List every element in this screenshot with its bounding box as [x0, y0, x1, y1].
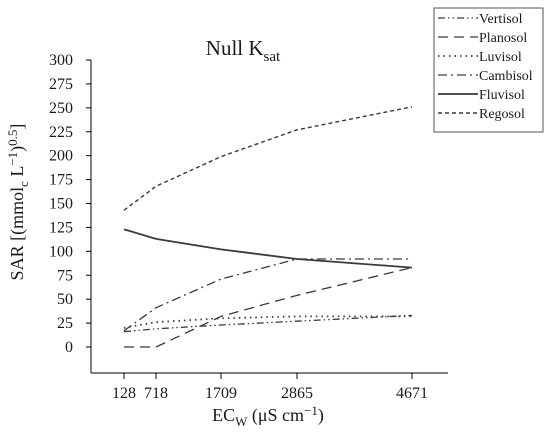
series-line-regosol	[123, 106, 413, 211]
y-tick-label: 200	[49, 148, 73, 165]
y-tick-label: 150	[49, 196, 73, 213]
plot-area: 0 25 50 75 100 125 150 175 200 225 250 275 300 128 71…	[49, 52, 448, 402]
legend-label-regosol: Regosol	[479, 107, 525, 122]
y-axis-title-superscript-2: 0.5	[5, 130, 20, 146]
y-axis-title-close: ]	[7, 124, 27, 130]
y-axis-title-mid2: )	[7, 146, 28, 152]
y-axis-ticks: 0 25 50 75 100 125 150 175 200 225 250 275 300	[49, 52, 91, 356]
y-tick-label: 175	[49, 172, 73, 189]
series-line-fluvisol	[123, 228, 413, 269]
series-line-planosol	[124, 266, 413, 348]
legend-label-planosol: Planosol	[479, 31, 527, 46]
y-tick-label: 100	[49, 243, 73, 260]
y-tick-label: 275	[49, 76, 73, 93]
legend-items: Vertisol Planosol Luvisol Cambisol Fluvisol R…	[438, 12, 533, 122]
y-axis-title-main: SAR [(mmol	[7, 187, 28, 281]
y-tick-label: 125	[49, 219, 73, 236]
y-tick-label: 0	[65, 339, 73, 356]
x-tick-label: 128	[112, 385, 136, 402]
series-line-vertisol	[123, 314, 413, 333]
y-tick-label: 75	[57, 267, 73, 284]
x-axis-title-units: (μS cm	[247, 405, 304, 426]
chart-title-subscript: sat	[264, 49, 281, 65]
x-axis-title-subscript: W	[235, 414, 248, 429]
legend-box	[433, 7, 544, 133]
chart-title: Null Ksat	[206, 36, 281, 65]
y-tick-label: 250	[49, 100, 73, 117]
x-tick-label: 4671	[396, 385, 428, 402]
y-axis-title-mid: L	[7, 166, 27, 182]
x-tick-label: 1709	[205, 385, 237, 402]
x-axis-title: ECW (μS cm−1)	[212, 403, 324, 429]
x-axis-ticks: 128 718 1709 2865 4671	[112, 373, 428, 402]
legend-label-fluvisol: Fluvisol	[479, 88, 525, 103]
legend-label-cambisol: Cambisol	[479, 69, 533, 84]
x-axis-title-close: )	[318, 405, 324, 426]
series-line-cambisol	[123, 258, 412, 332]
x-tick-label: 2865	[281, 385, 313, 402]
y-tick-label: 225	[49, 124, 73, 141]
y-axis-title-superscript-1: −1	[5, 152, 20, 166]
x-axis-title-main: EC	[212, 405, 235, 425]
legend-label-luvisol: Luvisol	[479, 50, 522, 65]
series-lines	[123, 106, 413, 348]
x-axis-title-superscript: −1	[304, 403, 318, 418]
y-axis-title: SAR [(mmolc L−1)0.5]	[5, 124, 31, 281]
x-tick-label: 718	[144, 385, 168, 402]
y-axis-title-subscript: c	[16, 181, 31, 187]
legend-label-vertisol: Vertisol	[479, 12, 523, 27]
legend: Vertisol Planosol Luvisol Cambisol Fluvisol R…	[433, 7, 544, 133]
y-tick-label: 300	[49, 52, 73, 69]
y-tick-label: 50	[57, 291, 73, 308]
y-tick-label: 25	[57, 315, 73, 332]
chart-title-main: Null K	[206, 36, 264, 60]
